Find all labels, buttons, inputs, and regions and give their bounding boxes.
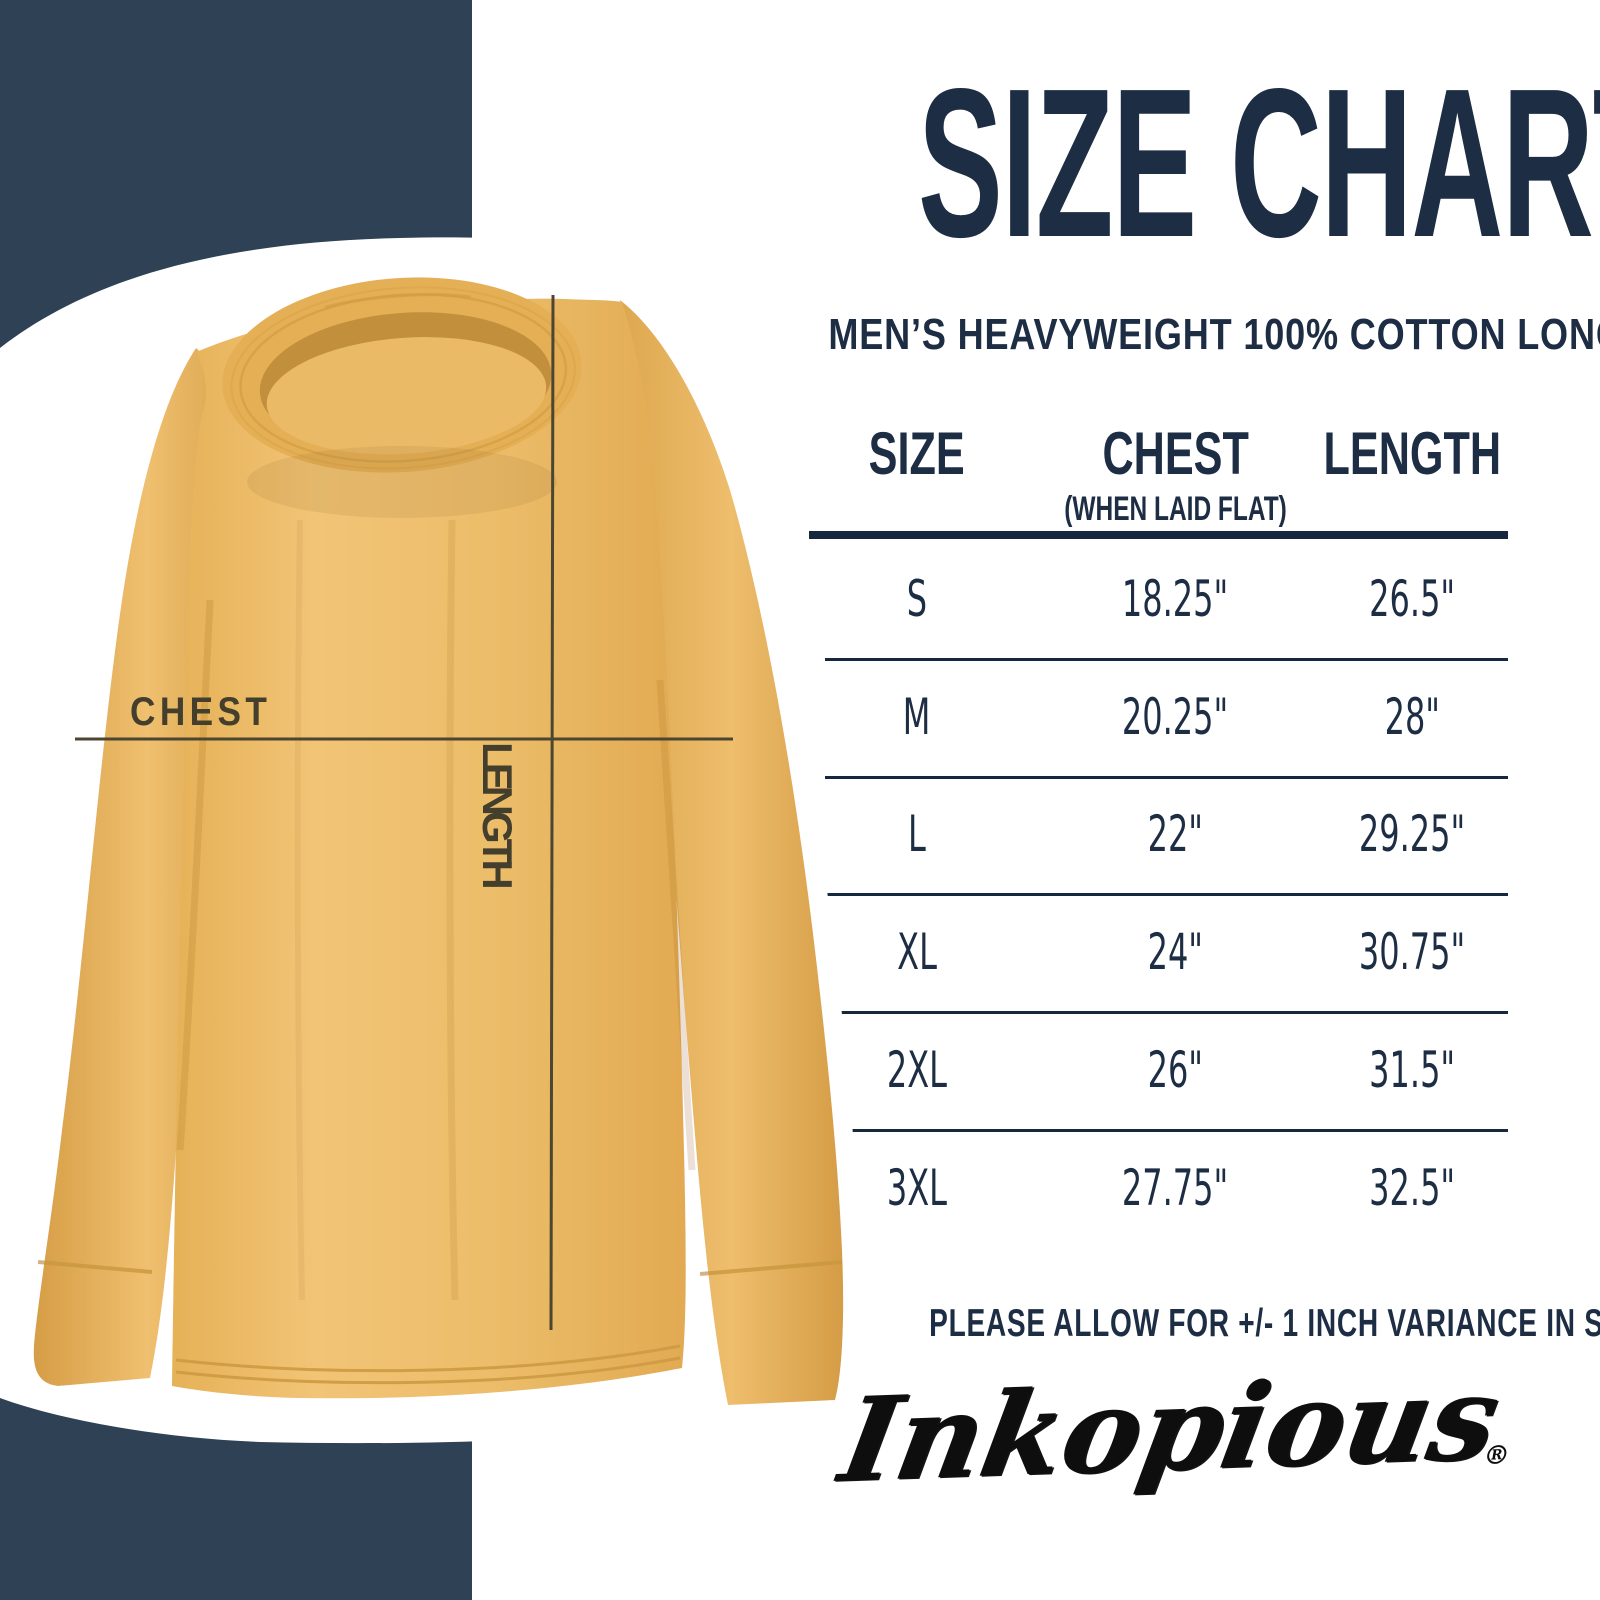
size-cell: 2XL: [886, 1041, 947, 1100]
collar: [222, 277, 582, 473]
chest-cell: 26": [1147, 1041, 1203, 1100]
table-header-rule: [809, 531, 1508, 539]
length-measure-label: LENGTH: [474, 742, 521, 885]
brand-name: Inkopious: [831, 1350, 1509, 1509]
fabric-crease: [446, 519, 459, 1301]
hem-stitch: [175, 1344, 681, 1373]
chest-cell: 27.75": [1122, 1158, 1229, 1217]
right-sleeve: [620, 300, 844, 1405]
registered-trademark-icon: ®: [1480, 1440, 1513, 1472]
size-cell: M: [902, 687, 931, 746]
length-measure-line: [549, 294, 555, 1331]
size-table-header: SIZE CHEST (WHEN LAID FLAT) LENGTH: [800, 420, 1508, 528]
size-cell: 3XL: [886, 1158, 947, 1217]
size-cell: S: [906, 569, 927, 628]
chest-cell: 18.25": [1122, 569, 1229, 628]
header-chest-subnote: (WHEN LAID FLAT): [1063, 490, 1287, 528]
brand-logo: Inkopious®: [831, 1350, 1512, 1509]
header-size: SIZE: [868, 420, 965, 487]
size-cell: L: [907, 805, 926, 864]
table-row: 2XL 26" 31.5": [800, 1011, 1508, 1129]
chest-cell: 20.25": [1122, 687, 1229, 746]
length-cell: 29.25": [1359, 805, 1466, 864]
table-row: S 18.25" 26.5": [800, 540, 1508, 658]
length-cell: 28": [1384, 687, 1441, 746]
length-cell: 32.5": [1369, 1158, 1456, 1217]
right-cuff-seam: [699, 1260, 843, 1276]
length-cell: 30.75": [1359, 923, 1466, 982]
table-row: L 22" 29.25": [800, 775, 1508, 894]
size-cell: XL: [896, 923, 937, 982]
hem-stitch: [175, 1356, 681, 1385]
left-cuff-seam: [37, 1260, 153, 1274]
chest-cell: 24": [1147, 923, 1203, 982]
table-row: M 20.25" 28": [800, 657, 1508, 776]
product-subtitle: MEN’S HEAVYWEIGHT 100% COTTON LONG SLEEV…: [828, 310, 1600, 359]
chest-cell: 22": [1147, 805, 1203, 864]
size-table-rows: S 18.25" 26.5" M 20.25" 28" L 22" 29.25"…: [800, 540, 1508, 1247]
collar-shadow: [247, 446, 557, 518]
table-row: XL 24" 30.75": [800, 893, 1508, 1011]
length-cell: 26.5": [1369, 569, 1456, 628]
length-cell: 31.5": [1369, 1041, 1456, 1100]
header-chest: CHEST (WHEN LAID FLAT): [1063, 420, 1287, 528]
chest-measure-label: CHEST: [130, 690, 272, 734]
fabric-crease: [294, 519, 305, 1301]
header-length: LENGTH: [1323, 420, 1502, 487]
left-sleeve-seam: [176, 599, 214, 1151]
right-sleeve-seam: [656, 679, 696, 1171]
table-row: 3XL 27.75" 32.5": [800, 1128, 1508, 1247]
